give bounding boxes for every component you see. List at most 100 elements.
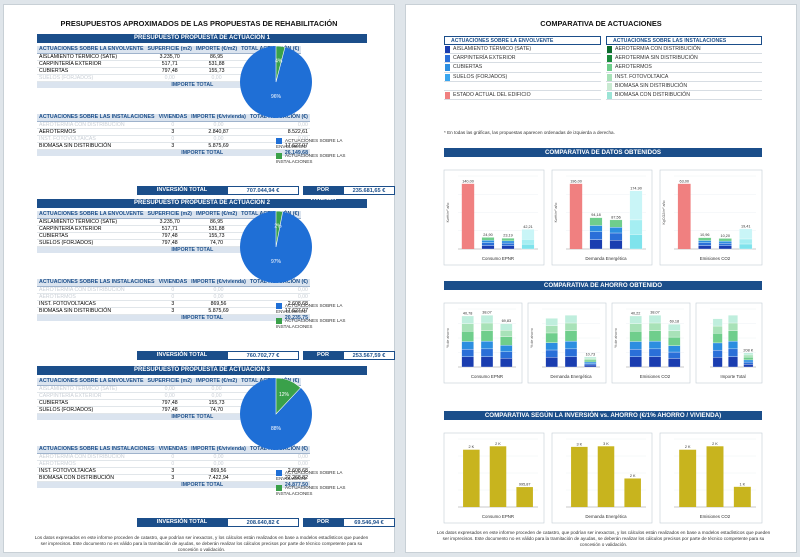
bar-segment	[712, 342, 723, 351]
table-cell: 74,70	[210, 239, 224, 246]
per-dwelling-label: POR VIVIENDA	[303, 518, 343, 534]
axis-label: Consumo EPNR	[482, 514, 514, 519]
data-label: 995,87	[519, 483, 531, 487]
pie-label-installations: 2%	[274, 223, 282, 229]
bar-segment	[648, 315, 662, 324]
bar-segment	[500, 330, 513, 337]
axis-label: KwH/m² año	[554, 203, 558, 223]
pie-chart: 88% 12%	[240, 377, 312, 450]
axis-label: Emisiones CO2	[640, 374, 671, 379]
table-cell: 7.422,94	[208, 474, 229, 481]
legend-label: ACTUACIONES SOBRE LAS INSTALACIONES	[276, 153, 346, 164]
total-label: IMPORTE TOTAL	[145, 81, 240, 88]
bar	[624, 478, 641, 507]
bar-segment	[743, 359, 754, 363]
column-header: SUPERFICIE (m2)	[145, 211, 194, 219]
section-band: COMPARATIVA DE AHORRO OBTENIDO	[444, 281, 762, 290]
column-header: VIVIENDAS	[156, 114, 190, 122]
table-cell: 3	[171, 300, 175, 307]
legend-label: AEROTERMIA SIN DISTRIBUCIÓN	[615, 55, 698, 62]
bar-segment	[480, 322, 494, 331]
bar-segment	[461, 348, 474, 357]
column-header: ACTUACIONES SOBRE LA ENVOLVENTE	[37, 46, 146, 54]
data-label: 10,20	[720, 234, 730, 238]
table-cell: 0,00	[211, 74, 222, 81]
table-cell: 0	[171, 460, 175, 467]
per-dwelling-value: 235.681,65 €	[343, 186, 395, 195]
data-label: 24,90	[483, 233, 493, 237]
table-cell: 797,48	[161, 399, 178, 406]
pie-label-installations: 12%	[279, 392, 290, 398]
table-row: BIOMASA CON DISTRIBUCIÓN 3 7.422,94 22.268,…	[37, 474, 310, 481]
legend-item: SUELOS (FORJADOS)	[444, 73, 601, 82]
data-label: 63,00	[679, 179, 689, 183]
bar-segment	[481, 245, 495, 250]
axis-label: % de ahorro	[530, 328, 534, 348]
table-row: INST. FOTOVOLTAICAS 3 869,56 2.608,68	[37, 467, 310, 474]
bar-segment	[564, 348, 578, 357]
column-header: IMPORTE (€/m2)	[193, 46, 240, 54]
table-cell: 531,88	[208, 60, 225, 67]
legend-item-installations: ACTUACIONES SOBRE LAS INSTALACIONES	[276, 153, 356, 164]
table-cell: 3.235,70	[159, 218, 180, 225]
bar-segment	[589, 239, 603, 250]
table-cell: INST. FOTOVOLTAICAS	[39, 135, 96, 142]
column-header: ACTUACIONES SOBRE LAS INSTALACIONES	[37, 114, 157, 122]
bar-segment	[481, 237, 495, 241]
bar-segment	[500, 336, 513, 346]
table-cell: 869,56	[210, 300, 227, 307]
table-cell: AEROTERMOS	[39, 128, 76, 135]
bar-segment	[501, 245, 515, 250]
bar-segment	[629, 315, 642, 324]
table-cell: 0,00	[297, 453, 308, 460]
bar-segment	[629, 234, 643, 250]
per-dwelling-value: 253.567,59 €	[343, 351, 395, 360]
bar-segment	[501, 242, 515, 246]
axis-label: % de ahorro	[446, 328, 450, 348]
data-label: 40,78	[463, 311, 473, 315]
bar-segment	[629, 219, 643, 235]
column-header: IMPORTE (€/vivienda)	[189, 279, 248, 287]
bar	[489, 446, 507, 507]
table-row: BIOMASA SIN DISTRIBUCIÓN 3 5.875,69 17.627,…	[37, 307, 310, 314]
table-cell: 17.627,07	[284, 142, 308, 149]
table-cell: 3	[171, 142, 175, 149]
table-cell: CUBIERTAS	[39, 67, 69, 74]
pie-slice-installations	[275, 210, 284, 248]
table-cell: 869,56	[210, 467, 227, 474]
legend-item-installations: ACTUACIONES SOBRE LAS INSTALACIONES	[276, 318, 356, 329]
table-row: AEROTERMOS 0 0,00 0,00	[37, 293, 310, 300]
page-title: PRESUPUESTOS APROXIMADOS DE LAS PROPUEST…	[60, 19, 338, 28]
proposal-band: PRESUPUESTO PROPUESTA DE ACTUACIÓN 2	[37, 199, 367, 208]
bar-segment	[629, 323, 642, 332]
bar-segment	[500, 358, 513, 368]
total-value: 24.877,50	[247, 481, 310, 488]
table-cell: 0,00	[211, 385, 222, 392]
table-cell: 5.875,69	[208, 307, 229, 314]
data-label: 2 K	[630, 474, 636, 478]
bar-segment	[648, 340, 662, 350]
table-cell: AEROTERMOS	[39, 460, 76, 467]
bar-segment	[564, 330, 578, 342]
data-label: 10,73	[586, 352, 596, 356]
table-cell: 517,71	[161, 225, 178, 232]
order-note: * En todas las gráficas, las propuestas …	[444, 130, 615, 135]
budget-page: PRESUPUESTOS APROXIMADOS DE LAS PROPUEST…	[3, 4, 395, 553]
bar-segment	[712, 325, 723, 334]
per-dwelling-label: POR VIVIENDA	[303, 351, 343, 367]
legend-label: SUELOS (FORJADOS)	[453, 73, 508, 80]
table-cell: 0	[171, 453, 175, 460]
table-row: AEROTERMIA CON DISTRIBUCIÓN 0 0,00 0,00	[37, 453, 310, 460]
bar-segment	[564, 315, 578, 324]
ins-table: ACTUACIONES SOBRE LAS INSTALACIONES VIVIE…	[37, 446, 310, 488]
table-cell: 2.608,68	[287, 467, 308, 474]
bar-segment	[739, 243, 753, 250]
table-row: BIOMASA SIN DISTRIBUCIÓN 3 5.875,69 17.627,…	[37, 142, 310, 149]
data-label: 2 K	[495, 442, 501, 446]
bar-segment	[589, 217, 603, 226]
legend-item: CUBIERTAS	[444, 63, 601, 73]
bar-segment	[564, 322, 578, 331]
table-row: AEROTERMOS 0 0,00 0,00	[37, 460, 310, 467]
pie-legend: ACTUACIONES SOBRE LA ENVOLVENTE ACTUACION…	[276, 303, 356, 329]
column-header: ACTUACIONES SOBRE LA ENVOLVENTE	[37, 378, 146, 386]
